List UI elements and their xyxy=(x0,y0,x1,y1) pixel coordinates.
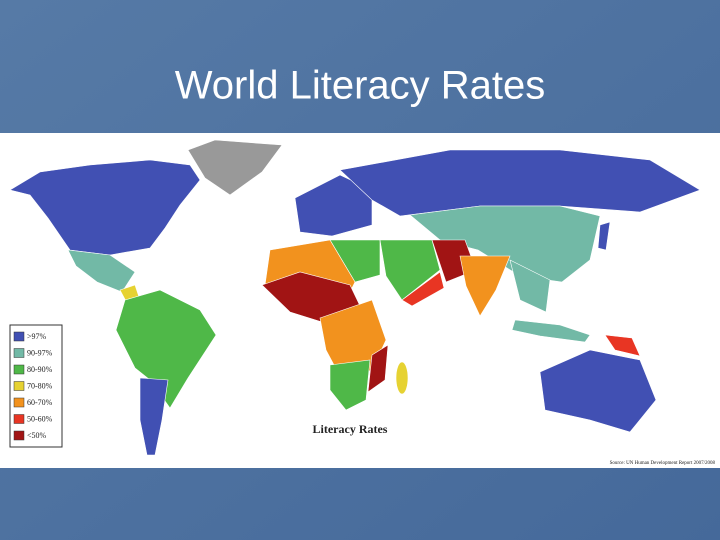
yemen xyxy=(401,271,445,307)
indonesia xyxy=(511,319,591,343)
east-africa xyxy=(367,344,389,393)
legend-swatch xyxy=(13,397,25,408)
japan xyxy=(597,221,611,251)
europe xyxy=(294,174,373,237)
legend-label: 70-80% xyxy=(27,381,53,390)
world-map xyxy=(9,139,701,456)
legend-swatch xyxy=(13,430,25,441)
legend-swatch xyxy=(13,414,25,424)
legend-label: >97% xyxy=(27,332,47,341)
legend: >97% 90-97% 80-90% 70-80% 60-70% 50-60% <50% xyxy=(13,331,53,441)
southern-cone xyxy=(139,377,169,456)
slide-title: World Literacy Rates xyxy=(175,64,546,108)
legend-label: 60-70% xyxy=(27,398,53,407)
legend-swatch xyxy=(13,381,25,391)
legend-label: 90-97% xyxy=(27,348,53,357)
greenland xyxy=(187,139,283,196)
legend-swatch xyxy=(13,331,25,342)
legend-label: 50-60% xyxy=(27,414,53,423)
legend-swatch xyxy=(13,364,25,375)
india xyxy=(459,255,511,317)
middle-east xyxy=(379,239,441,301)
new-guinea xyxy=(604,334,641,357)
north-america xyxy=(9,159,201,256)
southern-africa xyxy=(329,359,371,411)
map-title: Literacy Rates xyxy=(313,422,388,436)
legend-label: <50% xyxy=(27,431,47,440)
madagascar xyxy=(395,361,409,395)
australia xyxy=(539,349,657,433)
legend-label: 80-90% xyxy=(27,365,53,374)
south-america xyxy=(115,289,217,409)
russia xyxy=(339,149,701,217)
southeast-asia xyxy=(509,259,551,313)
source-note: Source: UN Human Development Report 2007… xyxy=(610,461,716,466)
legend-swatch xyxy=(13,348,25,358)
